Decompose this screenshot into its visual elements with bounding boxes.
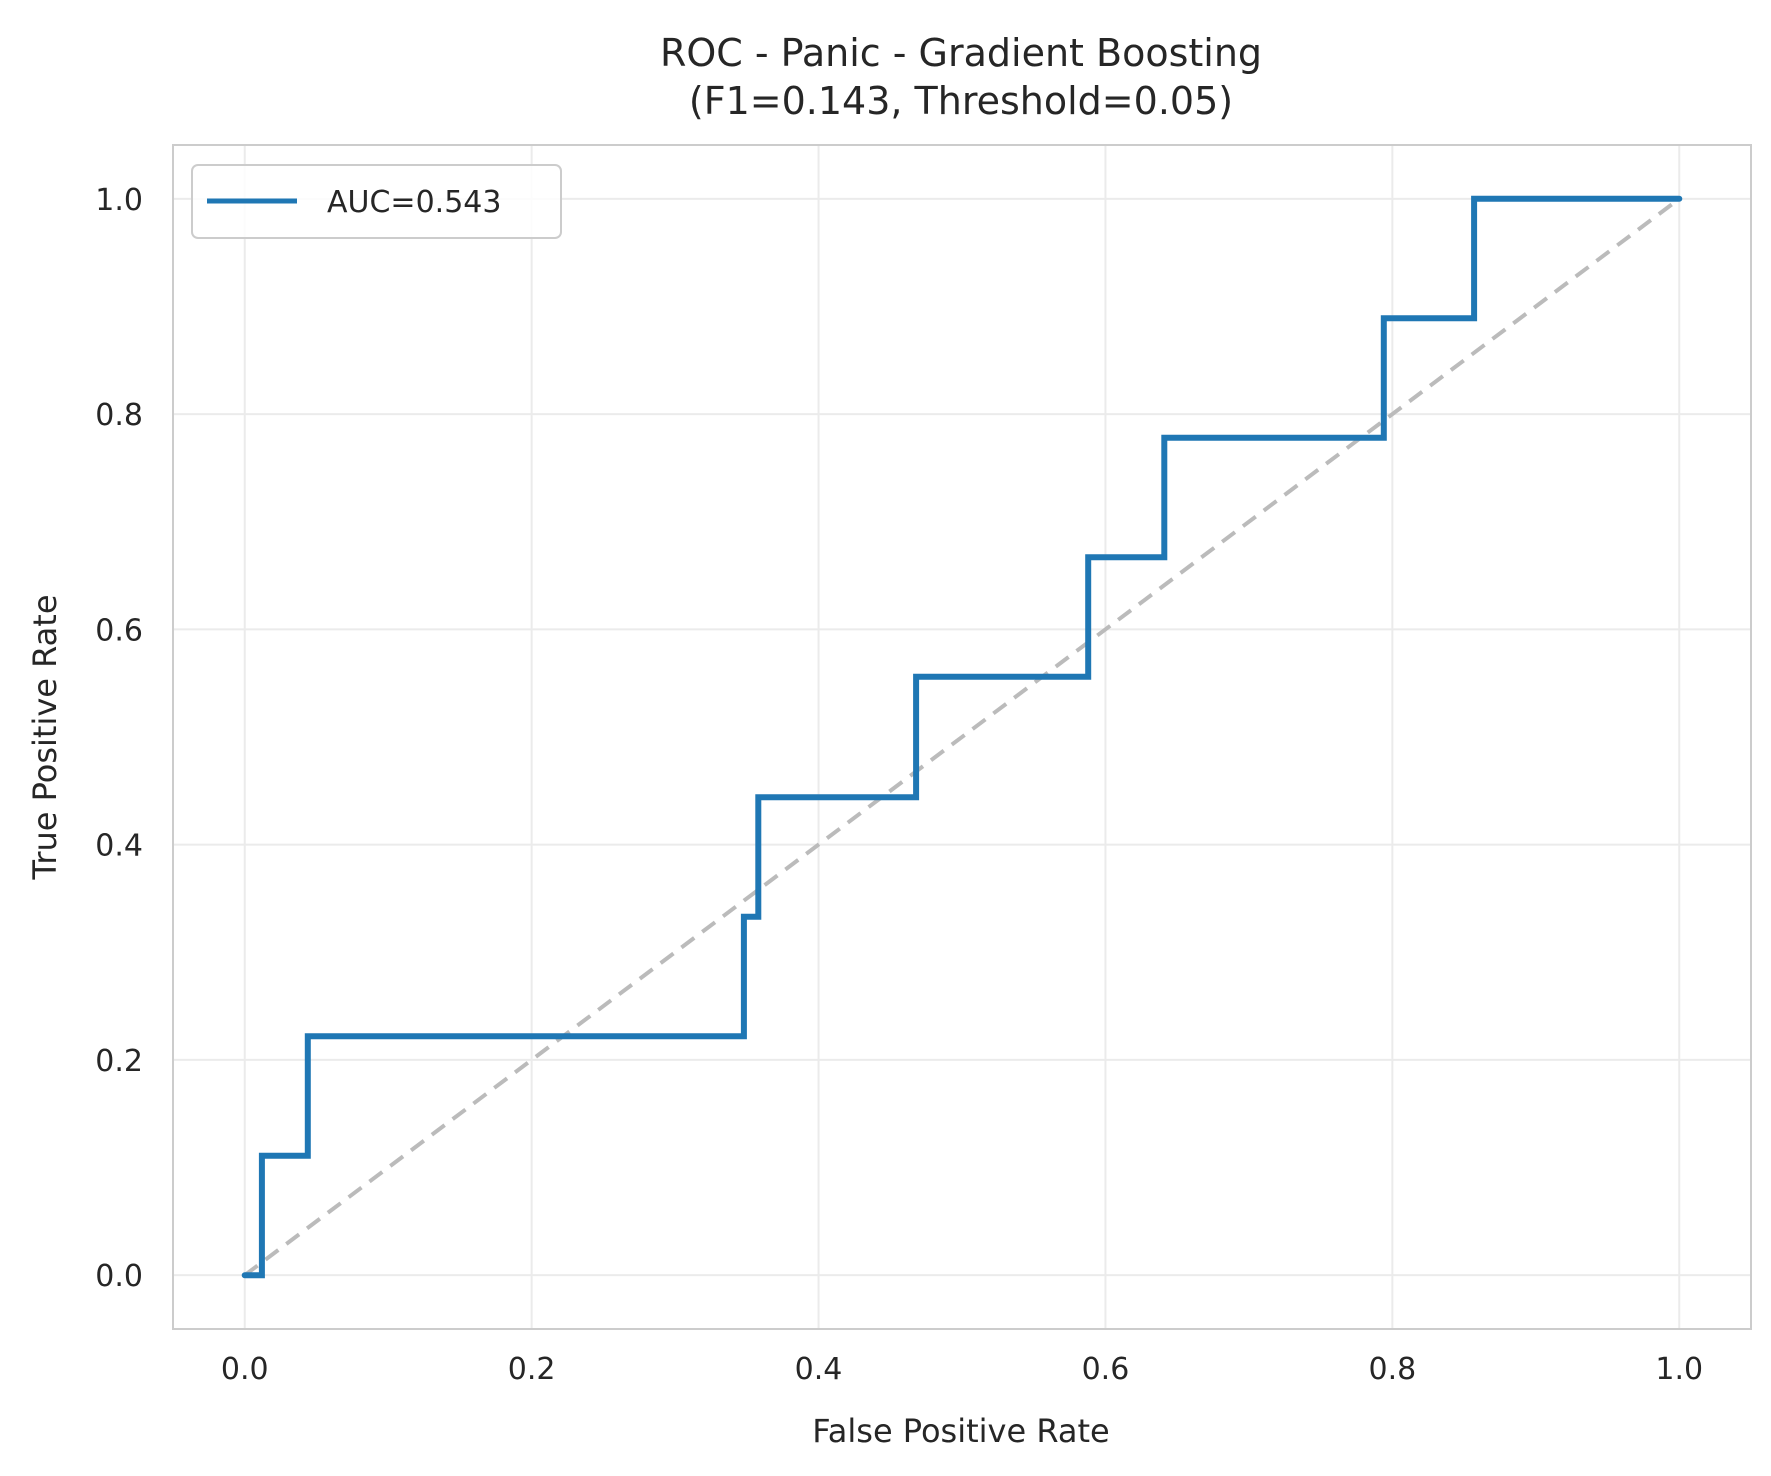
chance-diagonal-line — [243, 197, 1681, 1277]
tick-labels: 0.0 0.2 0.4 0.6 0.8 1.0 0.0 0.2 0.4 0.6 0.8 1.0 — [95, 183, 1703, 1387]
plot-series — [241, 195, 1683, 1279]
x-tick-label: 0.0 — [221, 1352, 269, 1387]
plot-frame — [172, 144, 1752, 1330]
chart-title: ROC - Panic - Gradient Boosting — [660, 31, 1262, 75]
x-tick-label: 1.0 — [1655, 1352, 1703, 1387]
legend-box — [191, 164, 562, 239]
x-axis-label: False Positive Rate — [812, 1412, 1109, 1450]
y-tick-label: 1.0 — [95, 183, 143, 218]
legend: AUC=0.543 — [191, 164, 562, 239]
x-tick-label: 0.6 — [1082, 1352, 1130, 1387]
x-tick-label: 0.2 — [508, 1352, 556, 1387]
y-tick-label: 0.8 — [95, 398, 143, 433]
x-tick-label: 0.4 — [795, 1352, 843, 1387]
x-tick-label: 0.8 — [1369, 1352, 1417, 1387]
chart-subtitle: (F1=0.143, Threshold=0.05) — [689, 79, 1233, 123]
roc-curve-line — [241, 195, 1683, 1279]
y-tick-label: 0.6 — [95, 613, 143, 648]
y-tick-label: 0.0 — [95, 1259, 143, 1294]
legend-label: AUC=0.543 — [327, 185, 501, 220]
y-tick-label: 0.2 — [95, 1044, 143, 1079]
y-axis-label: True Positive Rate — [26, 594, 64, 880]
y-tick-label: 0.4 — [95, 829, 143, 864]
